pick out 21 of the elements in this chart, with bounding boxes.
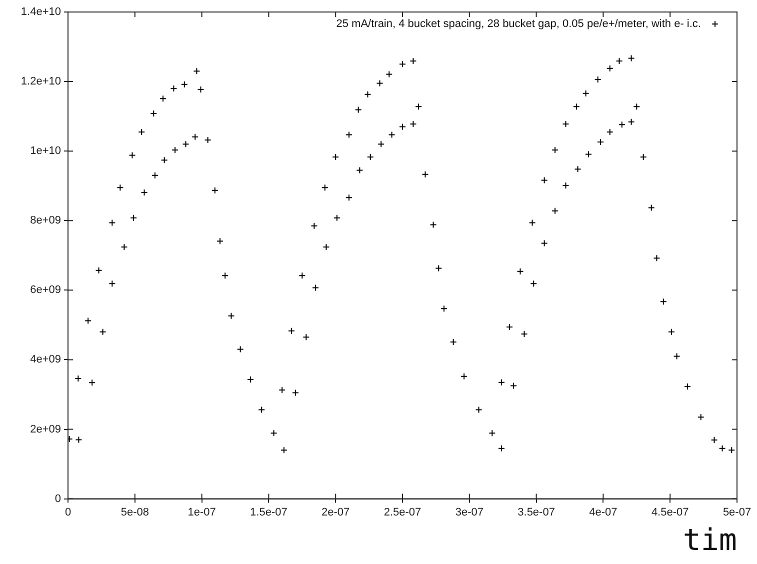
x-tick-label: 4e-07 (589, 506, 618, 518)
x-tick-label: 3.5e-07 (518, 506, 555, 518)
x-tick-label: 2e-07 (322, 506, 350, 518)
y-tick-label: 8e+09 (30, 214, 61, 227)
x-tick-label: 1.5e-07 (250, 506, 288, 518)
x-tick-label: 3e-07 (455, 506, 484, 518)
y-tick-label: 6e+09 (30, 284, 61, 296)
x-tick-label: 1e-07 (188, 506, 216, 518)
x-tick-label: 2.5e-07 (384, 506, 422, 518)
y-tick-label: 0 (54, 492, 61, 505)
x-tick-label: 0 (64, 506, 72, 518)
y-tick-label: 2e+09 (30, 423, 61, 436)
y-tick-label: 4e+09 (30, 354, 61, 366)
legend-label: 25 mA/train, 4 bucket spacing, 28 bucket gap, 0.05 pe/e+/meter, with e- i.c. (336, 18, 701, 30)
y-tick-label: 1.4e+10 (20, 6, 61, 18)
x-axis-title: tim (682, 522, 737, 558)
y-tick-label: 1.2e+10 (20, 76, 61, 88)
x-tick-label: 5e-08 (120, 506, 149, 518)
x-tick-label: 4.5e-07 (651, 506, 689, 518)
x-tick-label: 5e-07 (722, 506, 752, 518)
y-tick-label: 1e+10 (30, 145, 61, 158)
